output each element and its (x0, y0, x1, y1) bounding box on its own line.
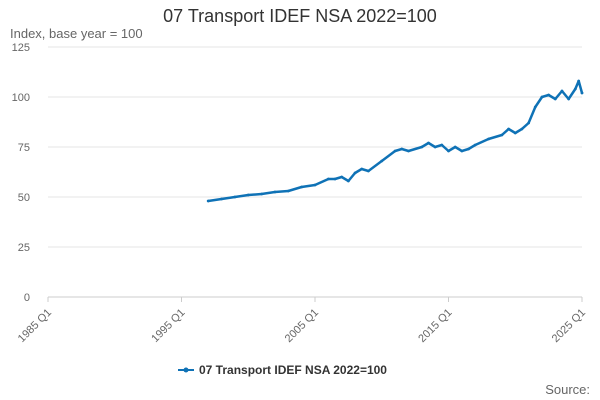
data-point (286, 189, 290, 193)
data-point (527, 121, 530, 125)
data-point (220, 197, 223, 201)
y-tick-label-50: 50 (18, 192, 30, 204)
data-point (427, 141, 430, 145)
legend-marker-0 (183, 367, 189, 373)
y-tick-label-0: 0 (24, 292, 30, 304)
grid-lines (48, 46, 582, 248)
data-point (400, 147, 404, 151)
chart-title: 07 Transport IDEF NSA 2022=100 (163, 6, 437, 26)
data-point (273, 190, 277, 194)
data-point (547, 93, 551, 97)
data-point (313, 183, 317, 187)
data-point (206, 199, 210, 203)
x-tick-label-4: 2025 Q1 (550, 307, 588, 345)
legend-label-0[interactable]: 07 Transport IDEF NSA 2022=100 (199, 363, 387, 377)
data-point (567, 97, 571, 101)
data-point (520, 127, 524, 131)
source-label: Source: (545, 382, 590, 397)
data-point (300, 185, 304, 189)
data-point (360, 167, 364, 171)
x-tick-label-3: 2015 Q1 (416, 307, 454, 345)
data-point (577, 79, 581, 83)
data-point (467, 147, 470, 151)
legend[interactable]: 07 Transport IDEF NSA 2022=100 (178, 363, 387, 377)
data-point (553, 97, 557, 101)
data-point (246, 193, 250, 197)
data-point (407, 149, 410, 153)
data-point (560, 89, 564, 93)
y-tick-label-75: 75 (18, 142, 30, 154)
data-point (380, 159, 384, 163)
data-point (487, 137, 490, 141)
data-point (346, 179, 350, 183)
data-point (473, 143, 477, 147)
x-tick-label-0: 1985 Q1 (16, 307, 54, 345)
x-axis (47, 296, 583, 302)
x-tick-label-2: 2005 Q1 (283, 307, 321, 345)
data-point (333, 177, 337, 181)
y-tick-label-125: 125 (12, 42, 30, 54)
data-point (500, 133, 504, 137)
y-tick-label-100: 100 (12, 92, 30, 104)
data-point (326, 177, 330, 181)
y-axis-title: Index, base year = 100 (10, 26, 143, 41)
data-point (507, 127, 510, 131)
data-point (353, 171, 357, 175)
data-point (580, 91, 584, 95)
data-point (513, 131, 517, 135)
data-point (367, 169, 370, 173)
data-point (233, 195, 237, 199)
y-tick-label-25: 25 (18, 242, 30, 254)
series-line-0 (206, 79, 584, 203)
data-point (460, 149, 464, 153)
data-point (453, 145, 457, 149)
y-axis-tick-labels: 0 25 50 75 100 125 (12, 42, 30, 304)
series-layer (206, 79, 584, 203)
data-point (393, 149, 397, 153)
x-tick-label-1: 1995 Q1 (149, 307, 187, 345)
data-point (573, 87, 577, 91)
data-point (260, 192, 263, 196)
data-point (447, 149, 450, 153)
data-point (340, 175, 344, 179)
data-point (433, 145, 437, 149)
x-axis-tick-labels: 1985 Q1 1995 Q1 2005 Q1 2015 Q1 2025 Q1 (16, 307, 588, 345)
data-point (533, 105, 537, 109)
data-point (540, 95, 544, 99)
data-point (440, 143, 444, 147)
data-point (420, 145, 424, 149)
